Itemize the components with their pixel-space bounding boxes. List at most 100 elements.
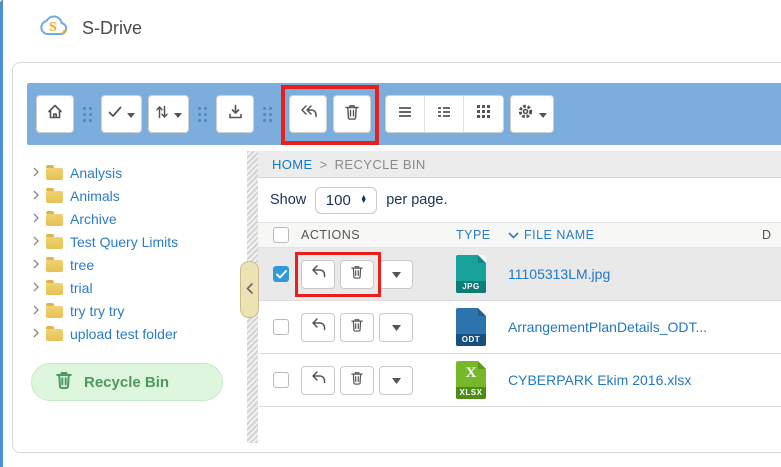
settings-button[interactable] xyxy=(510,95,554,133)
chevron-right-icon xyxy=(33,233,39,251)
page-size-spinner[interactable]: 100 ▲ ▼ xyxy=(315,186,378,214)
toolbar-separator xyxy=(83,106,92,122)
column-header-file-name[interactable]: FILE NAME xyxy=(524,228,595,242)
breadcrumb: HOME > RECYCLE BIN xyxy=(258,151,781,178)
delete-button[interactable] xyxy=(333,95,371,133)
select-all-checkbox[interactable] xyxy=(273,227,289,243)
folder-icon xyxy=(46,233,63,249)
folder-icon xyxy=(46,279,63,295)
folder-tree-item[interactable]: Animals xyxy=(13,184,245,207)
collapse-sidebar-handle[interactable] xyxy=(240,261,259,318)
page-title: S-Drive xyxy=(82,18,143,38)
home-button[interactable] xyxy=(36,95,74,133)
list-view-button[interactable] xyxy=(386,96,425,132)
caret-down-icon xyxy=(391,318,401,336)
toolbar-separator xyxy=(198,106,207,122)
row-delete-button[interactable] xyxy=(340,312,374,342)
sidebar: Analysis Animals Archive Test Query Limi… xyxy=(13,151,245,444)
row-more-button[interactable] xyxy=(379,259,413,289)
folder-tree-item[interactable]: trial xyxy=(13,276,245,299)
grid-view-button[interactable] xyxy=(464,96,503,132)
folder-label[interactable]: try try try xyxy=(70,302,125,319)
folder-label[interactable]: Analysis xyxy=(70,164,123,181)
folder-tree-item[interactable]: Archive xyxy=(13,207,245,230)
recycle-bin-label: Recycle Bin xyxy=(84,373,170,391)
detail-view-icon xyxy=(437,105,451,123)
row-more-button[interactable] xyxy=(379,312,413,342)
file-type-letter: X xyxy=(465,365,477,381)
sort-arrows-icon xyxy=(155,105,169,124)
chevron-right-icon xyxy=(33,164,39,182)
row-more-button[interactable] xyxy=(379,365,413,395)
folder-label[interactable]: trial xyxy=(70,279,93,296)
detail-view-button[interactable] xyxy=(425,96,464,132)
page-size-value[interactable]: 100 xyxy=(325,191,351,209)
sdrive-cloud-logo-icon: S xyxy=(38,14,70,43)
folder-label[interactable]: Animals xyxy=(70,187,120,204)
file-type-label: XLSX xyxy=(456,387,486,399)
spinner-up-icon[interactable]: ▲ xyxy=(360,193,368,201)
sort-menu-button[interactable] xyxy=(148,95,189,133)
page-fold xyxy=(478,308,486,316)
view-switcher xyxy=(385,95,504,133)
column-header-actions: ACTIONS xyxy=(301,228,361,242)
main-content: HOME > RECYCLE BIN Show 100 ▲ ▼ per page… xyxy=(258,151,781,444)
trash-icon xyxy=(351,318,363,337)
folder-icon xyxy=(46,325,63,341)
table-row: ODT ArrangementPlanDetails_ODT... xyxy=(258,301,781,354)
recycle-trash-icon xyxy=(56,371,72,394)
folder-label[interactable]: tree xyxy=(70,256,95,273)
app-header: S S-Drive xyxy=(38,14,142,43)
caret-down-icon xyxy=(127,105,135,123)
check-select-icon xyxy=(108,105,122,123)
file-type-icon: JPG xyxy=(456,255,486,293)
breadcrumb-home-link[interactable]: HOME xyxy=(272,156,313,172)
chevron-right-icon xyxy=(33,256,39,274)
download-button[interactable] xyxy=(216,95,254,133)
folder-tree: Analysis Animals Archive Test Query Limi… xyxy=(13,151,245,345)
select-menu-button[interactable] xyxy=(101,95,142,133)
row-restore-button[interactable] xyxy=(301,259,335,289)
folder-label[interactable]: upload test folder xyxy=(70,325,178,342)
folder-tree-item[interactable]: tree xyxy=(13,253,245,276)
file-name-link[interactable]: ArrangementPlanDetails_ODT... xyxy=(508,319,708,335)
spinner-down-icon[interactable]: ▼ xyxy=(360,198,368,205)
spinner-arrows: ▲ ▼ xyxy=(360,193,368,205)
gear-icon xyxy=(517,103,534,125)
row-actions xyxy=(301,365,456,395)
table-row: JPG 11105313LM.jpg xyxy=(258,248,781,301)
file-type-label: ODT xyxy=(456,334,486,346)
breadcrumb-separator: > xyxy=(319,156,328,172)
folder-label[interactable]: Archive xyxy=(70,210,117,227)
recycle-bin-button[interactable]: Recycle Bin xyxy=(31,363,223,401)
folder-tree-item[interactable]: Analysis xyxy=(13,161,245,184)
table-header: ACTIONS TYPE FILE NAME D xyxy=(258,222,781,248)
folder-tree-item[interactable]: try try try xyxy=(13,299,245,322)
row-actions xyxy=(295,251,456,297)
file-type-icon: X XLSX xyxy=(456,361,486,399)
folder-label[interactable]: Test Query Limits xyxy=(70,233,179,250)
file-type-label: JPG xyxy=(456,281,486,293)
row-checkbox[interactable] xyxy=(273,372,289,388)
toolbar xyxy=(27,83,781,145)
file-name-link[interactable]: CYBERPARK Ekim 2016.xlsx xyxy=(508,372,692,388)
chevron-left-icon xyxy=(246,281,253,299)
folder-icon xyxy=(46,256,63,272)
row-checkbox[interactable] xyxy=(273,266,289,282)
row-checkbox[interactable] xyxy=(273,319,289,335)
chevron-right-icon xyxy=(33,210,39,228)
file-name-link[interactable]: 11105313LM.jpg xyxy=(508,266,611,282)
chevron-right-icon xyxy=(33,302,39,320)
row-delete-button[interactable] xyxy=(340,259,374,289)
folder-icon xyxy=(46,187,63,203)
row-restore-button[interactable] xyxy=(301,312,335,342)
trash-icon xyxy=(351,265,363,284)
row-delete-button[interactable] xyxy=(340,365,374,395)
folder-tree-item[interactable]: upload test folder xyxy=(13,322,245,345)
column-header-type[interactable]: TYPE xyxy=(456,228,491,242)
folder-tree-item[interactable]: Test Query Limits xyxy=(13,230,245,253)
restore-icon xyxy=(311,318,326,336)
row-restore-button[interactable] xyxy=(301,365,335,395)
restore-all-button[interactable] xyxy=(289,95,327,133)
download-icon xyxy=(228,104,243,124)
